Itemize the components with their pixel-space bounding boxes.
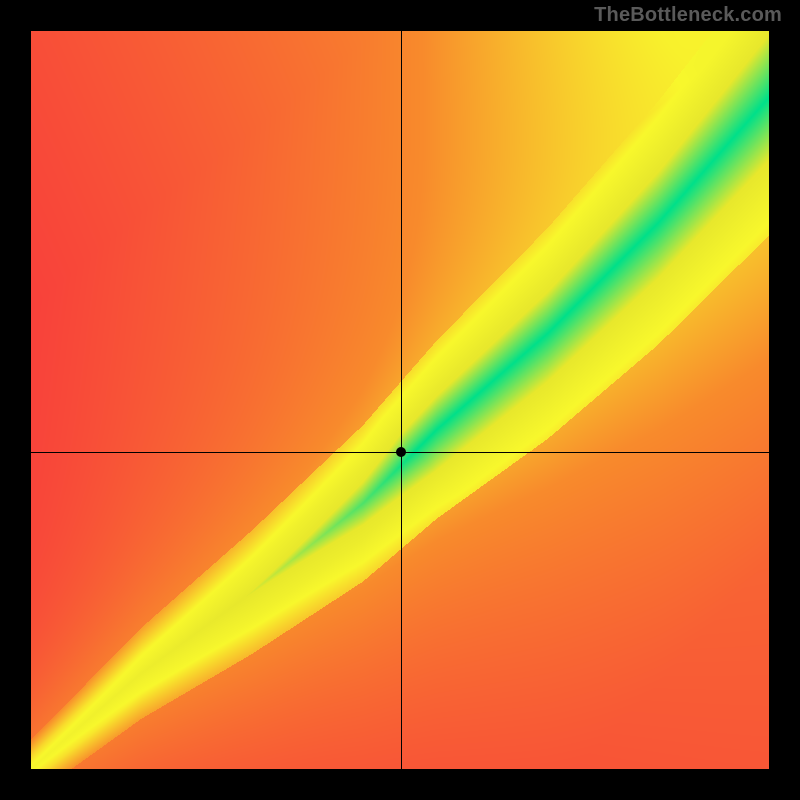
crosshair-vertical: [401, 31, 402, 769]
plot-area: [31, 31, 769, 769]
heatmap-container: TheBottleneck.com: [0, 0, 800, 800]
data-point-marker: [396, 447, 406, 457]
watermark-text: TheBottleneck.com: [594, 4, 782, 27]
